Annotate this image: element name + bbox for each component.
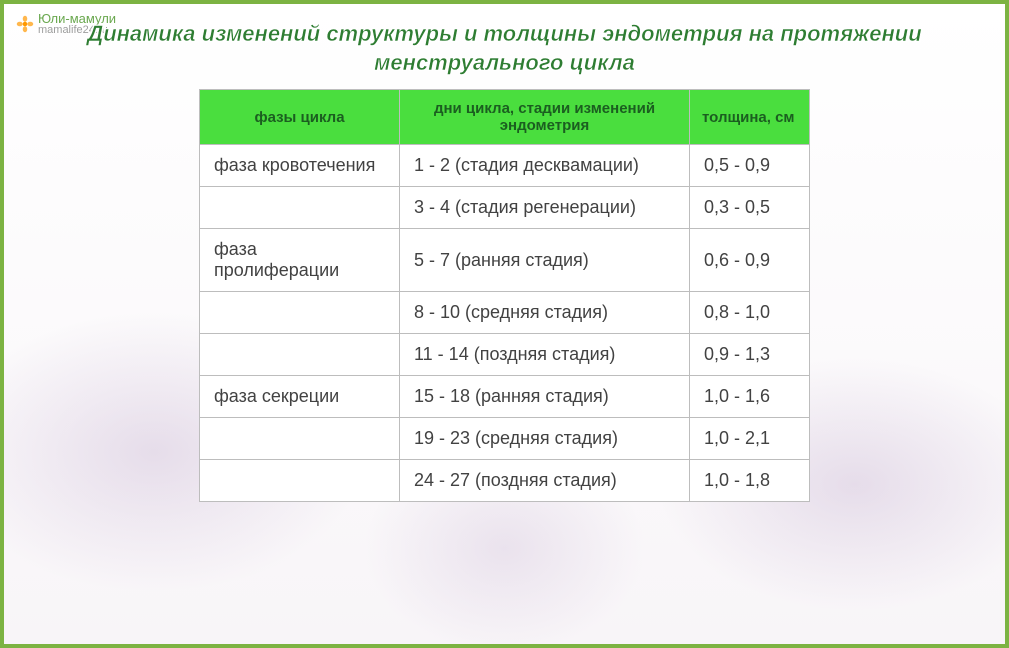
- cell-phase: фаза кровотечения: [200, 145, 400, 187]
- table-row: 19 - 23 (средняя стадия) 1,0 - 2,1: [200, 418, 810, 460]
- cell-thickness: 0,6 - 0,9: [690, 229, 810, 292]
- header-phase: фазы цикла: [200, 90, 400, 145]
- cell-days: 11 - 14 (поздняя стадия): [400, 334, 690, 376]
- page-title: Динамика изменений структуры и толщины э…: [4, 4, 1005, 85]
- table-row: 8 - 10 (средняя стадия) 0,8 - 1,0: [200, 292, 810, 334]
- cell-phase: фаза пролиферации: [200, 229, 400, 292]
- cell-days: 5 - 7 (ранняя стадия): [400, 229, 690, 292]
- cell-days: 3 - 4 (стадия регенерации): [400, 187, 690, 229]
- cell-thickness: 0,8 - 1,0: [690, 292, 810, 334]
- table-container: фазы цикла дни цикла, стадии изменений э…: [4, 85, 1005, 514]
- cell-thickness: 0,9 - 1,3: [690, 334, 810, 376]
- cell-days: 24 - 27 (поздняя стадия): [400, 460, 690, 502]
- header-thickness: толщина, см: [690, 90, 810, 145]
- cell-days: 1 - 2 (стадия десквамации): [400, 145, 690, 187]
- table-row: фаза секреции 15 - 18 (ранняя стадия) 1,…: [200, 376, 810, 418]
- cell-days: 15 - 18 (ранняя стадия): [400, 376, 690, 418]
- cell-phase: [200, 334, 400, 376]
- cell-days: 8 - 10 (средняя стадия): [400, 292, 690, 334]
- table-row: 3 - 4 (стадия регенерации) 0,3 - 0,5: [200, 187, 810, 229]
- cell-phase: фаза секреции: [200, 376, 400, 418]
- cell-thickness: 1,0 - 1,6: [690, 376, 810, 418]
- cell-phase: [200, 187, 400, 229]
- cell-thickness: 1,0 - 1,8: [690, 460, 810, 502]
- cell-days: 19 - 23 (средняя стадия): [400, 418, 690, 460]
- table-header-row: фазы цикла дни цикла, стадии изменений э…: [200, 90, 810, 145]
- endometrium-table: фазы цикла дни цикла, стадии изменений э…: [199, 89, 810, 502]
- table-row: фаза кровотечения 1 - 2 (стадия десквама…: [200, 145, 810, 187]
- table-row: 24 - 27 (поздняя стадия) 1,0 - 1,8: [200, 460, 810, 502]
- table-row: 11 - 14 (поздняя стадия) 0,9 - 1,3: [200, 334, 810, 376]
- cell-thickness: 0,5 - 0,9: [690, 145, 810, 187]
- header-days: дни цикла, стадии изменений эндометрия: [400, 90, 690, 145]
- cell-thickness: 1,0 - 2,1: [690, 418, 810, 460]
- table-row: фаза пролиферации 5 - 7 (ранняя стадия) …: [200, 229, 810, 292]
- cell-thickness: 0,3 - 0,5: [690, 187, 810, 229]
- cell-phase: [200, 292, 400, 334]
- cell-phase: [200, 418, 400, 460]
- cell-phase: [200, 460, 400, 502]
